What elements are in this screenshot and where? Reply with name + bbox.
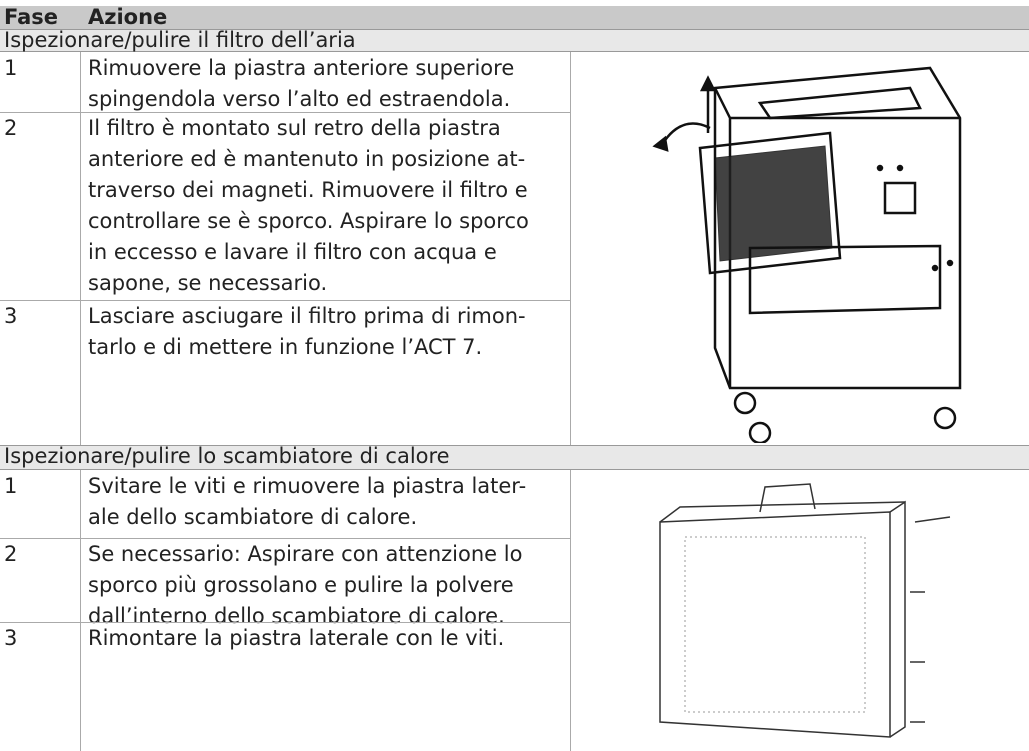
- step-text: Lasciare asciugare il filtro prima di ri…: [88, 304, 526, 328]
- col-divider: [80, 52, 81, 112]
- step-number: 2: [4, 542, 18, 566]
- header-row: Fase Azione: [0, 5, 1029, 29]
- step-text: sapone, se necessario.: [88, 271, 328, 295]
- section-title: Ispezionare/pulire il filtro dell’aria: [4, 28, 356, 52]
- step-text: spingendola verso l’alto ed estraendola.: [88, 87, 511, 111]
- step-text: dall’interno dello scambiatore di calore…: [88, 604, 505, 628]
- row-divider: [0, 538, 570, 539]
- header-azione: Azione: [88, 5, 168, 29]
- row-divider: [0, 622, 570, 623]
- step-text: tarlo e di mettere in funzione l’ACT 7.: [88, 335, 483, 359]
- col-divider: [80, 300, 81, 445]
- step-text: Se necessario: Aspirare con attenzione l…: [88, 542, 523, 566]
- col-divider: [570, 52, 571, 112]
- step-text: anteriore ed è mantenuto in posizione at…: [88, 147, 526, 171]
- col-divider: [80, 538, 81, 622]
- step-text: Il filtro è montato sul retro della pias…: [88, 116, 501, 140]
- step-text: controllare se è sporco. Aspirare lo spo…: [88, 209, 529, 233]
- section-row: [0, 445, 1029, 470]
- col-divider: [570, 300, 571, 445]
- row-divider: [0, 300, 570, 301]
- step-text: ale dello scambiatore di calore.: [88, 505, 418, 529]
- illustration-heat-exchanger: [659, 483, 951, 738]
- illustration-device: [652, 66, 962, 443]
- step-number: 3: [4, 304, 18, 328]
- col-divider: [80, 622, 81, 751]
- step-text: Svitare le viti e rimuovere la piastra l…: [88, 474, 527, 498]
- step-number: 2: [4, 116, 18, 140]
- col-divider: [570, 470, 571, 538]
- step-text: Rimuovere la piastra anteriore superiore: [88, 56, 515, 80]
- col-divider: [570, 622, 571, 751]
- section-row: [0, 29, 1029, 52]
- step-number: 1: [4, 474, 18, 498]
- step-text: Rimontare la piastra laterale con le vit…: [88, 626, 505, 650]
- section-title: Ispezionare/pulire lo scambiatore di cal…: [4, 444, 450, 468]
- col-divider: [80, 112, 81, 300]
- header-fase: Fase: [4, 5, 59, 29]
- col-divider: [570, 538, 571, 622]
- step-number: 3: [4, 626, 18, 650]
- step-text: sporco più grossolano e pulire la polver…: [88, 573, 514, 597]
- step-text: in eccesso e lavare il filtro con acqua …: [88, 240, 497, 264]
- col-divider: [80, 470, 81, 538]
- row-divider: [0, 112, 570, 113]
- col-divider: [570, 112, 571, 300]
- step-number: 1: [4, 56, 18, 80]
- step-text: traverso dei magneti. Rimuovere il filtr…: [88, 178, 528, 202]
